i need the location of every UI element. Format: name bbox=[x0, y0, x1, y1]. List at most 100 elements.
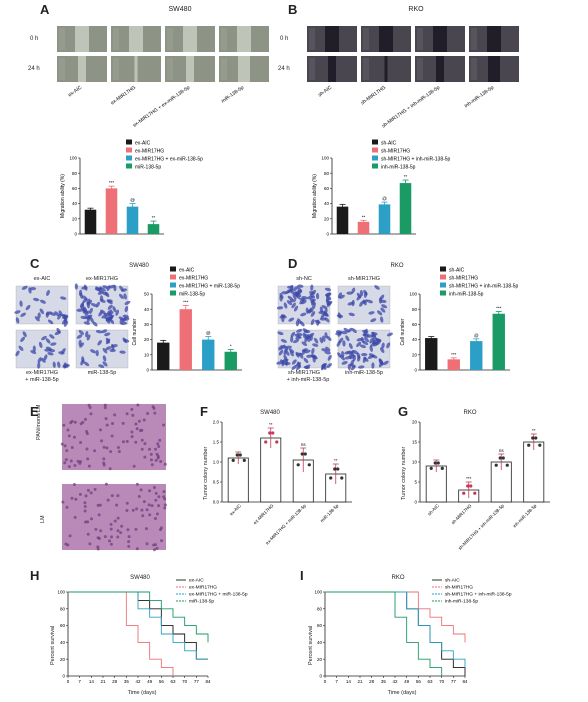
panel-e-he-image-bottom-nucleus bbox=[61, 500, 65, 504]
panel-e-he-image-top-nucleus bbox=[65, 449, 69, 453]
A-legend-swatch bbox=[126, 147, 132, 153]
panel-d-transwell-sh-mir17hg-cell bbox=[377, 310, 383, 316]
F-significance-mark: ns bbox=[301, 442, 307, 447]
panel-e-he-image-bottom-nucleus bbox=[144, 527, 148, 531]
panel-e-he-image-bottom-nucleus bbox=[147, 503, 151, 507]
panel-b-wound-gap bbox=[433, 26, 447, 52]
panel-g-title: RKO bbox=[463, 410, 477, 416]
panel-c-transwell-ex-aic-cell bbox=[49, 312, 56, 316]
panel-c-transwell-mir138-cell bbox=[83, 361, 90, 367]
G-data-point bbox=[462, 491, 466, 495]
H-y-tick-label: 60 bbox=[60, 623, 66, 628]
panel-c-transwell-ex-aic-cell bbox=[40, 299, 46, 304]
panel-e-he-image-bottom-nucleus bbox=[163, 503, 167, 507]
panel-e-he-image-bottom-nucleus bbox=[125, 501, 129, 505]
panel-c-transwell-ex-mir17hg-cell bbox=[99, 298, 106, 303]
panel-h-title: SW480 bbox=[130, 575, 150, 581]
panel-e-he-image-bottom-nucleus bbox=[65, 505, 69, 509]
panel-e-he-image-bottom-nucleus bbox=[125, 509, 129, 513]
panel-d-transwell-inh-cell bbox=[378, 358, 383, 365]
F-data-point bbox=[242, 458, 246, 462]
panel-e-he-image-top-nucleus bbox=[163, 462, 167, 466]
C-significance-mark: @ bbox=[206, 331, 211, 336]
panel-e-he-image-top-nucleus bbox=[85, 432, 89, 436]
panel-c-transwell-ex-mir17hg-cell bbox=[76, 308, 83, 312]
panel-c-transwell-ex-mir17hg-cell bbox=[90, 302, 97, 307]
panel-e-he-image-top-nucleus bbox=[154, 458, 158, 462]
D-bar bbox=[447, 359, 460, 370]
C-legend-label: ex-AIC bbox=[179, 268, 195, 274]
panel-d-transwell-combo-cell bbox=[313, 337, 319, 344]
H-x-tick-label: 42 bbox=[135, 679, 141, 684]
panel-e-he-image-top-nucleus bbox=[69, 459, 73, 463]
panel-c-transwell-combo-cell bbox=[45, 338, 51, 344]
panel-e-he-image-bottom-nucleus bbox=[139, 488, 143, 492]
panel-e-he-image-bottom-nucleus bbox=[119, 531, 123, 535]
panel-d-transwell-sh-mir17hg-cell bbox=[381, 304, 388, 309]
G-data-point bbox=[473, 491, 477, 495]
panel-e-he-image-top-nucleus bbox=[140, 438, 144, 442]
F-y-tick-label: 2.0 bbox=[213, 420, 220, 425]
G-data-point bbox=[469, 484, 473, 488]
A-significance-mark: ** bbox=[152, 215, 156, 220]
panel-e-he-image-bottom-nucleus bbox=[127, 540, 131, 544]
F-data-point bbox=[275, 440, 279, 444]
panel-c-transwell-ex-mir17hg-cell bbox=[74, 283, 78, 290]
panel-e-he-image-bottom-nucleus bbox=[78, 492, 82, 496]
panel-c-transwell-combo-cell bbox=[22, 331, 27, 338]
panel-c-transwell-mir138-cell bbox=[104, 332, 111, 337]
panel-h-xlabel: Time (days) bbox=[127, 690, 157, 696]
panel-d-transwell-inh-cell bbox=[357, 355, 361, 362]
panel-d-transwell-sh-mir17hg-cell bbox=[336, 314, 344, 318]
panel-d-transwell-combo-cell bbox=[301, 348, 308, 352]
panel-e-he-image-top-nucleus bbox=[100, 439, 104, 443]
panel-c-transwell-ex-aic-cell bbox=[34, 316, 40, 322]
B-y-tick-label: 60 bbox=[324, 186, 330, 191]
panel-e-he-image-top-nucleus bbox=[72, 435, 76, 439]
panel-e-he-image-top-nucleus bbox=[143, 442, 147, 446]
panel-c-transwell-ex-mir17hg-cell bbox=[118, 293, 124, 299]
A-legend-label: ex-AIC bbox=[135, 141, 151, 147]
H-survival-line bbox=[68, 591, 174, 676]
panel-c-transwell-ex-mir17hg-cell bbox=[105, 318, 113, 322]
panel-e-he-image-top-nucleus bbox=[162, 423, 166, 427]
panel-e-he-image-top-nucleus bbox=[156, 456, 160, 460]
panel-c-transwell-combo-cell bbox=[37, 357, 42, 364]
panel-d-transwell-inh-cell bbox=[349, 363, 356, 368]
panel-d-transwell-combo-cell bbox=[290, 331, 296, 338]
panel-i-title: RKO bbox=[391, 575, 405, 581]
panel-label-f: F bbox=[200, 404, 208, 419]
H-x-tick-label: 0 bbox=[67, 679, 70, 684]
panel-e-top-label: PAN/mono/LM bbox=[36, 404, 42, 440]
panel-d-img-label-bl: sh-MIR17HG bbox=[287, 370, 321, 376]
A-legend-swatch bbox=[126, 139, 132, 145]
panel-b-wound-gap bbox=[487, 26, 501, 52]
panel-e-he-image-top-nucleus bbox=[76, 459, 80, 463]
panel-c-img-label-tr: ex-MIR17HG bbox=[85, 276, 119, 282]
panel-e-he-image-bottom-nucleus bbox=[99, 529, 103, 533]
C-y-tick-label: 10 bbox=[144, 352, 150, 357]
H-y-tick-label: 0 bbox=[62, 674, 65, 679]
panel-c-transwell-ex-aic-cell bbox=[25, 304, 31, 311]
panel-e-he-image-bottom-nucleus bbox=[148, 489, 152, 493]
panel-e-he-image-bottom-nucleus bbox=[89, 491, 93, 495]
B-bar bbox=[378, 204, 391, 234]
H-y-tick-label: 20 bbox=[60, 657, 66, 662]
F-y-tick-label: 0.0 bbox=[213, 500, 220, 505]
panel-d-transwell-sh-nc-cell bbox=[279, 293, 284, 299]
H-legend-label: ex-AIC bbox=[189, 578, 204, 584]
panel-d-transwell-combo-cell bbox=[284, 361, 291, 366]
panel-c-transwell-combo-cell bbox=[61, 348, 66, 354]
D-y-tick-label: 60 bbox=[412, 322, 418, 327]
panel-e-he-image-bottom-nucleus bbox=[83, 504, 87, 508]
panel-d-img-label-br: inh-miR-138-5p bbox=[345, 370, 383, 376]
G-data-point bbox=[436, 461, 440, 465]
F-y-tick-label: 1.0 bbox=[213, 460, 220, 465]
panel-b-wound-texture bbox=[471, 28, 477, 50]
D-legend-swatch bbox=[440, 290, 446, 296]
H-legend-label: ex-MIR17HG + miR-138-5p bbox=[189, 592, 248, 598]
panel-d-transwell-combo-cell bbox=[295, 351, 300, 358]
panel-d-transwell-inh-cell bbox=[342, 340, 346, 347]
A-bar bbox=[126, 206, 139, 234]
D-legend-label: sh-AIC bbox=[449, 268, 465, 274]
